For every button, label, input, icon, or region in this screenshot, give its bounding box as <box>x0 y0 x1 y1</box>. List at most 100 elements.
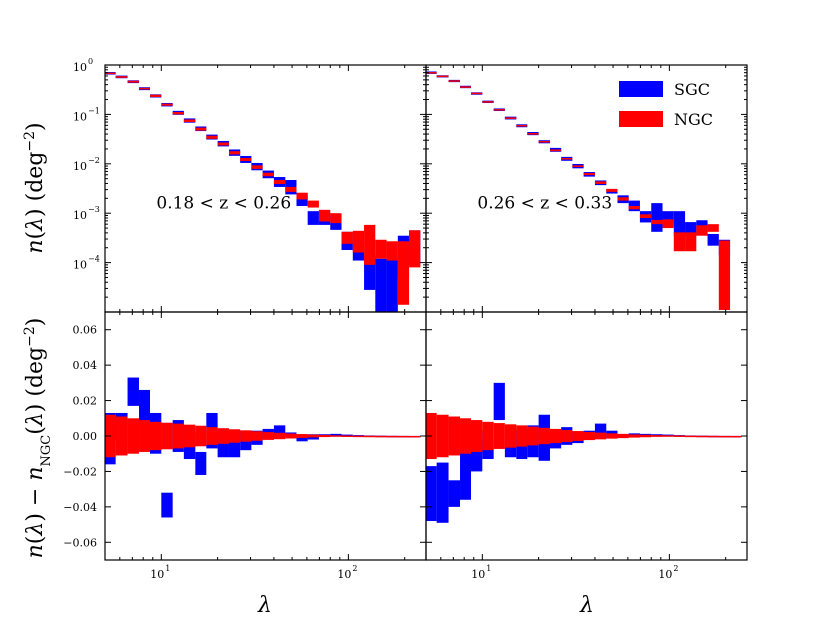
x-tick-exponent: 1 <box>486 564 491 573</box>
panel-top-right: 0.26 < z < 0.33 SGC NGC <box>425 64 748 313</box>
bar-ngc <box>527 133 539 135</box>
legend: SGC NGC <box>619 80 713 129</box>
axis-titles: n(λ) (deg−2) n(λ) − nNGC(λ) (deg−2) λ λ <box>22 122 594 618</box>
bar-ngc <box>482 101 494 103</box>
bar-ngc <box>273 180 286 184</box>
bar-ngc <box>639 214 652 218</box>
bar-ngc <box>685 232 697 252</box>
bar-sgc <box>139 389 150 426</box>
bar-sgc <box>341 434 353 437</box>
y-tick-label: −0.04 <box>63 501 97 514</box>
bar-ngc <box>161 422 173 450</box>
bar-ngc <box>409 435 421 438</box>
redshift-annotation: 0.26 < z < 0.33 <box>477 193 612 213</box>
legend-swatch-sgc <box>619 81 663 97</box>
bar-ngc <box>606 188 618 192</box>
bar-ngc <box>228 429 241 443</box>
bar-sgc <box>594 423 607 438</box>
bar-ngc <box>527 426 539 446</box>
bars-top-right <box>426 71 731 310</box>
redshift-annotation: 0.18 < z < 0.26 <box>156 193 291 213</box>
bar-ngc <box>696 225 708 236</box>
bar-ngc <box>504 424 517 448</box>
bar-ngc <box>549 149 562 152</box>
bar-ngc <box>617 433 629 439</box>
bar-ngc <box>471 420 483 452</box>
ticks <box>426 312 747 560</box>
bar-sgc <box>364 255 376 290</box>
bar-ngc <box>583 173 595 176</box>
bar-ngc <box>594 432 607 440</box>
bar-sgc <box>127 377 140 406</box>
y-axis-title-top: n(λ) (deg−2) <box>22 122 48 253</box>
bar-ngc <box>352 230 365 253</box>
y-tick-label: 10 <box>73 61 87 74</box>
y-tick-exponent: 0 <box>88 57 93 66</box>
bar-sgc <box>375 258 387 312</box>
x-tick-label: 10 <box>337 568 351 581</box>
bar-ngc <box>161 103 173 106</box>
bar-ngc <box>251 165 263 169</box>
y-axis-title-bottom: n(λ) − nNGC(λ) (deg−2) <box>22 318 54 559</box>
bar-ngc <box>139 87 150 90</box>
bar-sgc <box>460 446 471 500</box>
bar-ngc <box>296 192 308 200</box>
bar-ngc <box>572 165 584 168</box>
bar-ngc <box>448 80 461 82</box>
bar-ngc <box>628 205 640 210</box>
bars-top-left <box>105 72 421 312</box>
bar-ngc <box>482 421 494 451</box>
bar-ngc <box>262 432 274 440</box>
x-tick-label: 10 <box>658 568 672 581</box>
bar-ngc <box>172 423 184 449</box>
series-ngc <box>105 72 421 305</box>
bar-ngc <box>594 181 607 184</box>
bar-ngc <box>718 435 731 438</box>
bar-ngc <box>150 421 162 451</box>
bar-ngc <box>375 239 387 259</box>
y-tick-label: 0.04 <box>73 359 98 372</box>
bar-ngc <box>341 435 353 437</box>
x-tick-exponent: 2 <box>352 564 357 573</box>
bar-ngc <box>673 232 686 252</box>
bar-ngc <box>285 186 297 192</box>
bar-ngc <box>718 240 731 310</box>
bar-sgc <box>436 462 449 523</box>
bar-ngc <box>251 431 263 441</box>
series-sgc <box>426 382 742 523</box>
bar-ngc <box>730 435 742 438</box>
bar-ngc <box>583 431 595 441</box>
legend-label-sgc: SGC <box>674 80 710 99</box>
bar-ngc <box>195 425 207 447</box>
bar-ngc <box>330 213 342 224</box>
bar-ngc <box>139 420 150 452</box>
bar-ngc <box>639 434 652 438</box>
bar-ngc <box>115 76 128 78</box>
bar-ngc <box>685 435 697 438</box>
bar-ngc <box>206 135 218 139</box>
bar-ngc <box>217 428 229 444</box>
bar-ngc <box>307 434 319 438</box>
bar-ngc <box>516 125 528 127</box>
bar-ngc <box>460 86 471 88</box>
bar-sgc <box>448 480 461 507</box>
bar-ngc <box>307 200 319 208</box>
bar-ngc <box>318 209 331 222</box>
bar-sgc <box>161 492 173 518</box>
bar-sgc <box>685 222 697 237</box>
bar-ngc <box>409 230 421 268</box>
bar-ngc <box>673 435 686 437</box>
y-tick-label: 10 <box>73 160 87 173</box>
axes-frame <box>425 64 748 313</box>
y-tick-label: 10 <box>73 259 87 272</box>
bar-ngc <box>127 80 140 83</box>
bar-ngc <box>651 219 663 225</box>
bar-ngc <box>115 416 128 456</box>
bar-ngc <box>172 111 184 115</box>
bar-ngc <box>341 231 353 244</box>
bar-ngc <box>217 142 229 146</box>
bar-ngc <box>386 241 398 261</box>
